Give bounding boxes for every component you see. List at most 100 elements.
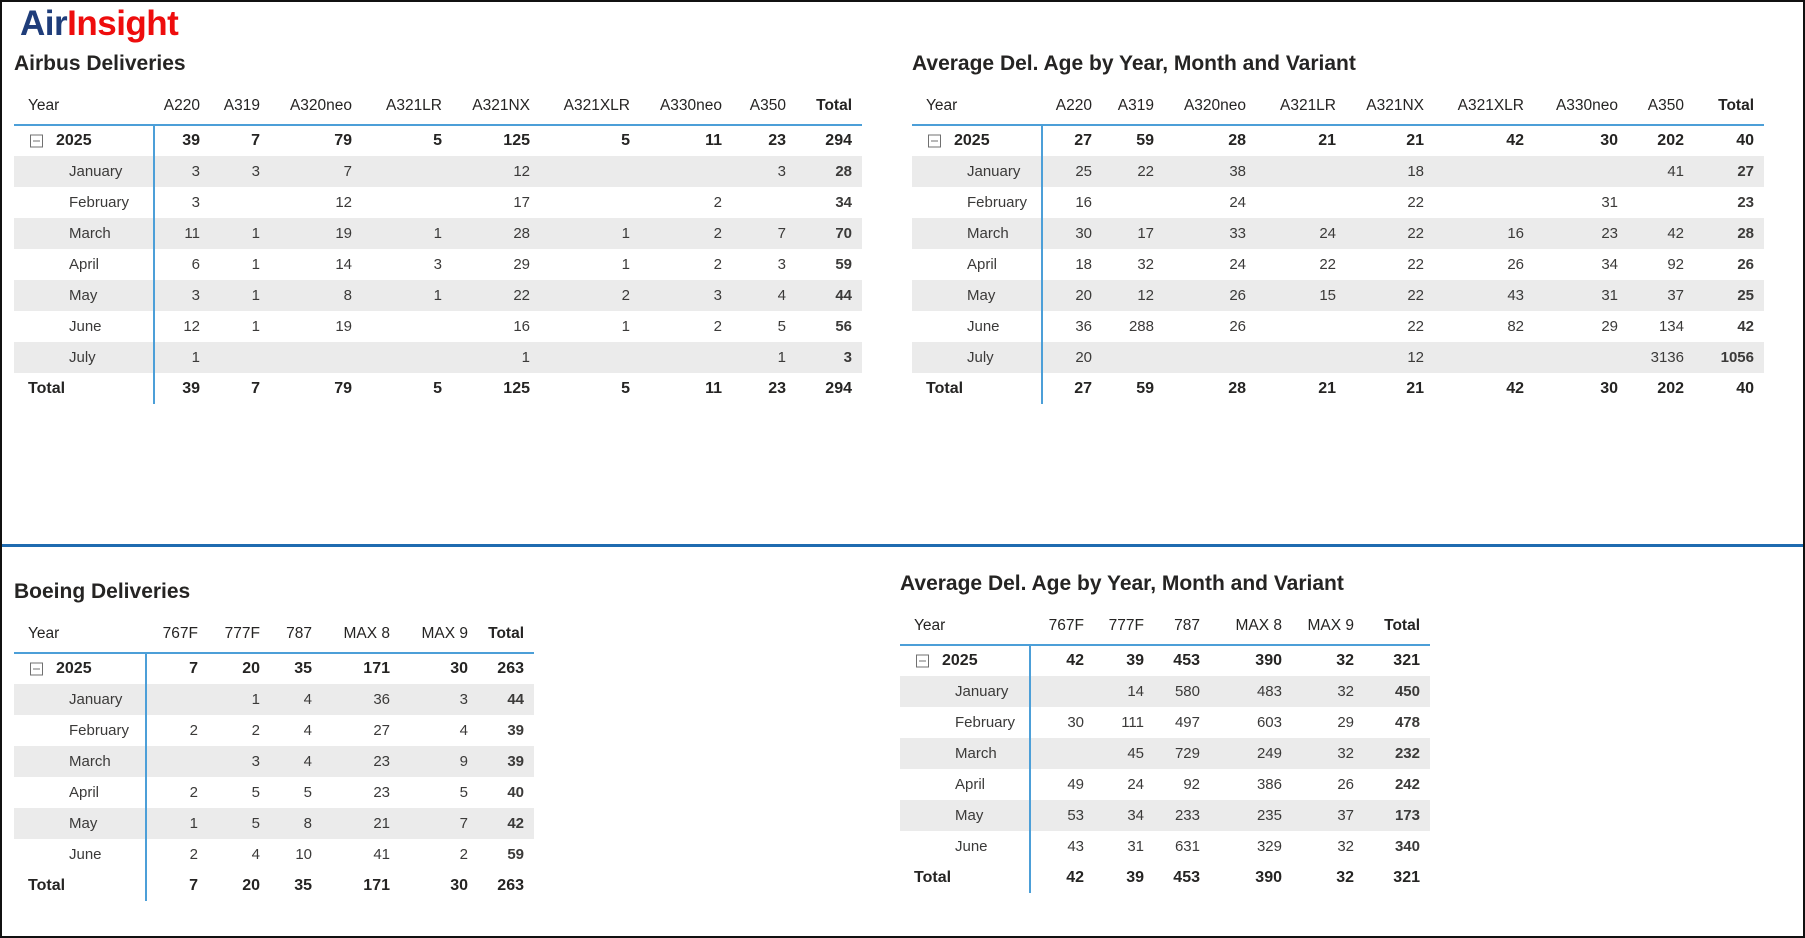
matrix-row-june[interactable]: June 36 288 26 22 82 29 134 42 bbox=[912, 311, 1764, 342]
value-cell-a220-total[interactable]: 27 bbox=[1041, 373, 1102, 404]
value-cell-max-8-january[interactable]: 483 bbox=[1210, 676, 1292, 707]
value-cell-a321nx-april[interactable]: 22 bbox=[1407, 256, 1424, 273]
value-cell-a350-january[interactable]: 3 bbox=[732, 156, 796, 187]
value-cell-a330neo-february[interactable]: 31 bbox=[1601, 194, 1618, 211]
value-cell-a319-june[interactable]: 1 bbox=[251, 318, 260, 335]
value-cell-max-8-april[interactable]: 23 bbox=[373, 784, 390, 801]
matrix-row-february[interactable]: February 3 12 17 2 34 bbox=[14, 187, 862, 218]
value-cell-a321lr-2025[interactable]: 5 bbox=[433, 132, 442, 149]
column-header-a321lr[interactable]: A321LR bbox=[1256, 89, 1346, 126]
value-cell-a321nx-july[interactable]: 12 bbox=[1346, 342, 1434, 373]
matrix-row-2025[interactable]: 2025 27 59 28 21 21 42 30 202 40 bbox=[912, 125, 1764, 156]
value-cell-a321xlr-total[interactable]: 42 bbox=[1506, 379, 1524, 397]
value-cell-a220-may[interactable]: 3 bbox=[153, 280, 210, 311]
value-cell-a320neo-total[interactable]: 28 bbox=[1228, 379, 1246, 397]
value-cell-a321lr-march[interactable]: 24 bbox=[1256, 218, 1346, 249]
value-cell-a320neo-march[interactable]: 33 bbox=[1164, 218, 1256, 249]
value-cell-total-may[interactable]: 173 bbox=[1364, 800, 1430, 831]
value-cell-a319-2025[interactable]: 7 bbox=[251, 132, 260, 149]
value-cell-a220-april[interactable]: 18 bbox=[1041, 249, 1102, 280]
value-cell-total-total[interactable]: 40 bbox=[1736, 379, 1754, 397]
value-cell-a321lr-march[interactable]: 1 bbox=[362, 218, 452, 249]
matrix-row-total[interactable]: Total 27 59 28 21 21 42 30 202 40 bbox=[912, 373, 1764, 404]
value-cell-max-8-total[interactable]: 390 bbox=[1255, 868, 1282, 886]
value-cell-max-8-2025[interactable]: 171 bbox=[363, 660, 390, 677]
value-cell-a319-total[interactable]: 7 bbox=[251, 379, 260, 397]
value-cell-a321xlr-2025[interactable]: 42 bbox=[1506, 132, 1524, 149]
value-cell-767f-february[interactable]: 30 bbox=[1029, 707, 1094, 738]
value-cell-a321xlr-january[interactable] bbox=[1434, 156, 1534, 187]
value-cell-max-9-total[interactable]: 30 bbox=[450, 876, 468, 894]
row-header-cell[interactable]: 2025 bbox=[14, 125, 154, 156]
value-cell-a350-february[interactable] bbox=[732, 187, 796, 218]
row-header-cell[interactable]: July bbox=[14, 342, 154, 373]
value-cell-a220-june[interactable]: 36 bbox=[1041, 311, 1102, 342]
column-header-year[interactable]: Year bbox=[900, 609, 1030, 646]
value-cell-a330neo-may[interactable]: 31 bbox=[1534, 280, 1628, 311]
value-cell-a321nx-march[interactable]: 22 bbox=[1346, 218, 1434, 249]
row-header-cell[interactable]: 2025 bbox=[900, 645, 1030, 676]
value-cell-a321xlr-june[interactable]: 82 bbox=[1507, 318, 1524, 335]
value-cell-a321lr-total[interactable]: 21 bbox=[1318, 379, 1336, 397]
column-header-max-8[interactable]: MAX 8 bbox=[322, 617, 400, 654]
value-cell-a321nx-april[interactable]: 29 bbox=[513, 256, 530, 273]
value-cell-767f-june[interactable]: 43 bbox=[1029, 831, 1094, 862]
value-cell-max-9-june[interactable]: 32 bbox=[1337, 838, 1354, 855]
value-cell-a319-may[interactable]: 12 bbox=[1102, 280, 1164, 311]
value-cell-total-march[interactable]: 70 bbox=[796, 218, 862, 249]
matrix-row-february[interactable]: February 30 111 497 603 29 478 bbox=[900, 707, 1430, 738]
row-header-cell[interactable]: January bbox=[14, 684, 146, 715]
value-cell-max-9-june[interactable]: 2 bbox=[459, 846, 468, 863]
value-cell-a321xlr-january[interactable] bbox=[540, 156, 640, 187]
value-cell-a320neo-march[interactable]: 19 bbox=[270, 218, 362, 249]
value-cell-a320neo-2025[interactable]: 79 bbox=[334, 132, 352, 149]
row-header-cell[interactable]: Total bbox=[14, 870, 146, 901]
value-cell-a319-march[interactable]: 1 bbox=[210, 218, 270, 249]
value-cell-a330neo-total[interactable]: 30 bbox=[1600, 379, 1618, 397]
column-header-a321xlr[interactable]: A321XLR bbox=[540, 89, 640, 126]
value-cell-a321xlr-total[interactable]: 5 bbox=[621, 379, 630, 397]
value-cell-a321nx-june[interactable]: 16 bbox=[513, 318, 530, 335]
value-cell-777f-january[interactable]: 1 bbox=[208, 684, 270, 715]
value-cell-a220-january[interactable]: 25 bbox=[1041, 156, 1102, 187]
value-cell-max-8-2025[interactable]: 390 bbox=[1255, 652, 1282, 669]
matrix-row-march[interactable]: March 30 17 33 24 22 16 23 42 28 bbox=[912, 218, 1764, 249]
value-cell-max-9-2025[interactable]: 32 bbox=[1336, 652, 1354, 669]
value-cell-777f-april[interactable]: 5 bbox=[251, 784, 260, 801]
value-cell-a220-july[interactable]: 1 bbox=[153, 342, 210, 373]
value-cell-a320neo-total[interactable]: 79 bbox=[334, 379, 352, 397]
value-cell-a321nx-total[interactable]: 125 bbox=[503, 379, 530, 397]
value-cell-a320neo-july[interactable] bbox=[270, 342, 362, 373]
value-cell-787-june[interactable]: 10 bbox=[295, 846, 312, 863]
value-cell-a319-february[interactable] bbox=[1102, 187, 1164, 218]
value-cell-a330neo-may[interactable]: 3 bbox=[640, 280, 732, 311]
value-cell-767f-april[interactable]: 49 bbox=[1029, 769, 1094, 800]
value-cell-a319-february[interactable] bbox=[210, 187, 270, 218]
value-cell-a330neo-2025[interactable]: 30 bbox=[1600, 132, 1618, 149]
value-cell-a321lr-january[interactable] bbox=[1256, 156, 1346, 187]
value-cell-total-february[interactable]: 23 bbox=[1737, 194, 1754, 211]
value-cell-a350-march[interactable]: 42 bbox=[1628, 218, 1694, 249]
value-cell-a330neo-january[interactable] bbox=[640, 156, 732, 187]
value-cell-a321xlr-may[interactable]: 43 bbox=[1434, 280, 1534, 311]
value-cell-total-january[interactable]: 450 bbox=[1364, 676, 1430, 707]
value-cell-a330neo-june[interactable]: 2 bbox=[713, 318, 722, 335]
row-header-cell[interactable]: March bbox=[14, 218, 154, 249]
value-cell-a330neo-january[interactable] bbox=[1534, 156, 1628, 187]
value-cell-767f-february[interactable]: 2 bbox=[145, 715, 208, 746]
value-cell-total-june[interactable]: 59 bbox=[507, 846, 524, 863]
matrix-row-june[interactable]: June 12 1 19 16 1 2 5 56 bbox=[14, 311, 862, 342]
row-header-cell[interactable]: January bbox=[912, 156, 1042, 187]
column-header-a220[interactable]: A220 bbox=[154, 89, 210, 126]
column-header-a321xlr[interactable]: A321XLR bbox=[1434, 89, 1534, 126]
value-cell-a321nx-2025[interactable]: 125 bbox=[503, 132, 530, 149]
value-cell-a321xlr-july[interactable] bbox=[1434, 342, 1534, 373]
value-cell-a321lr-july[interactable] bbox=[1256, 342, 1346, 373]
matrix-row-2025[interactable]: 2025 7 20 35 171 30 263 bbox=[14, 653, 534, 684]
value-cell-a321nx-february[interactable]: 17 bbox=[513, 194, 530, 211]
value-cell-787-march[interactable]: 4 bbox=[270, 746, 322, 777]
value-cell-a319-2025[interactable]: 59 bbox=[1136, 132, 1154, 149]
column-header-a330neo[interactable]: A330neo bbox=[640, 89, 732, 126]
row-header-cell[interactable]: March bbox=[14, 746, 146, 777]
value-cell-total-2025[interactable]: 40 bbox=[1736, 132, 1754, 149]
